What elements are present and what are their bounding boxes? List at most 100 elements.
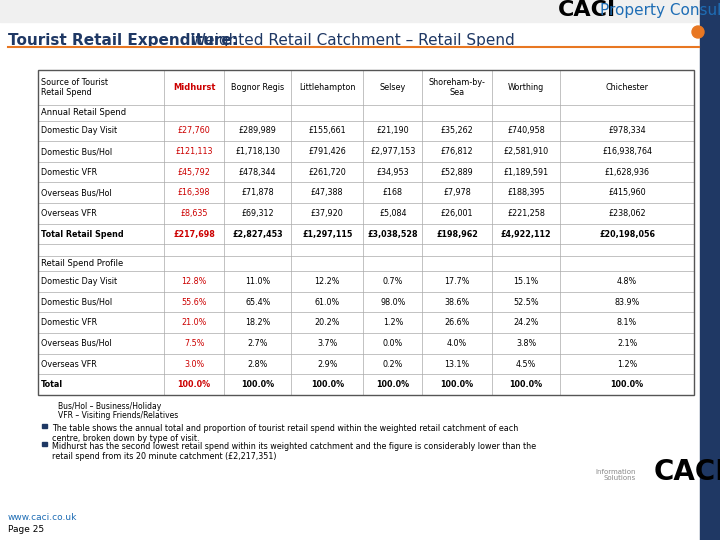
Text: £7,978: £7,978 (444, 188, 471, 197)
Text: 0.2%: 0.2% (383, 360, 403, 368)
Text: 65.4%: 65.4% (245, 298, 271, 307)
Text: £34,953: £34,953 (377, 167, 409, 177)
Text: £2,977,153: £2,977,153 (370, 147, 415, 156)
Text: Domestic Day Visit: Domestic Day Visit (41, 126, 117, 136)
Text: £26,001: £26,001 (441, 209, 474, 218)
Text: Property Consulting: Property Consulting (600, 3, 720, 17)
Text: www.caci.co.uk: www.caci.co.uk (8, 514, 77, 523)
Text: £16,398: £16,398 (178, 188, 210, 197)
Text: CACI: CACI (558, 0, 616, 20)
Text: £740,958: £740,958 (507, 126, 545, 136)
Text: Weighted Retail Catchment – Retail Spend: Weighted Retail Catchment – Retail Spend (186, 33, 515, 48)
Text: 26.6%: 26.6% (444, 318, 470, 327)
Text: 13.1%: 13.1% (444, 360, 470, 368)
Text: 2.7%: 2.7% (248, 339, 268, 348)
Text: Bus/Hol – Business/Holiday: Bus/Hol – Business/Holiday (58, 402, 161, 411)
Bar (42, 442, 47, 446)
Text: 100.0%: 100.0% (510, 380, 543, 389)
Text: 98.0%: 98.0% (380, 298, 405, 307)
Text: Page 25: Page 25 (8, 524, 44, 534)
Text: £168: £168 (383, 188, 403, 197)
Text: 18.2%: 18.2% (245, 318, 271, 327)
Text: Total Retail Spend: Total Retail Spend (41, 230, 124, 239)
Text: £155,661: £155,661 (308, 126, 346, 136)
Text: Retail Spend Profile: Retail Spend Profile (41, 259, 123, 268)
Text: 100.0%: 100.0% (178, 380, 211, 389)
Text: 0.7%: 0.7% (383, 277, 403, 286)
Text: 100.0%: 100.0% (441, 380, 474, 389)
Text: £76,812: £76,812 (441, 147, 474, 156)
Text: £69,312: £69,312 (241, 209, 274, 218)
Text: CACI: CACI (654, 458, 720, 486)
Text: £47,388: £47,388 (311, 188, 343, 197)
Text: Domestic Bus/Hol: Domestic Bus/Hol (41, 147, 112, 156)
Text: £27,760: £27,760 (178, 126, 210, 136)
Text: £121,113: £121,113 (176, 147, 213, 156)
Text: Overseas VFR: Overseas VFR (41, 360, 96, 368)
Text: £52,889: £52,889 (441, 167, 474, 177)
Text: £35,262: £35,262 (441, 126, 474, 136)
Text: 3.8%: 3.8% (516, 339, 536, 348)
Text: Domestic Day Visit: Domestic Day Visit (41, 277, 117, 286)
Text: £221,258: £221,258 (507, 209, 545, 218)
Text: Selsey: Selsey (379, 83, 406, 92)
Text: 100.0%: 100.0% (311, 380, 344, 389)
Text: £8,635: £8,635 (181, 209, 208, 218)
Text: Tourist Retail Expenditure:: Tourist Retail Expenditure: (8, 33, 238, 48)
Text: £1,718,130: £1,718,130 (235, 147, 280, 156)
Text: £5,084: £5,084 (379, 209, 407, 218)
Text: 2.9%: 2.9% (317, 360, 338, 368)
Text: Bognor Regis: Bognor Regis (231, 83, 284, 92)
Bar (42, 423, 47, 428)
Text: £2,581,910: £2,581,910 (503, 147, 549, 156)
Text: £217,698: £217,698 (174, 230, 215, 239)
Circle shape (692, 26, 704, 38)
Text: 38.6%: 38.6% (444, 298, 470, 307)
Text: £238,062: £238,062 (608, 209, 646, 218)
Text: 100.0%: 100.0% (611, 380, 644, 389)
Text: Midhurst has the second lowest retail spend within its weighted catchment and th: Midhurst has the second lowest retail sp… (52, 442, 536, 461)
Text: Littlehampton: Littlehampton (299, 83, 356, 92)
Text: £71,878: £71,878 (241, 188, 274, 197)
Text: £16,938,764: £16,938,764 (602, 147, 652, 156)
Text: Domestic VFR: Domestic VFR (41, 318, 97, 327)
Text: 4.5%: 4.5% (516, 360, 536, 368)
Text: £1,189,591: £1,189,591 (503, 167, 549, 177)
Text: 0.0%: 0.0% (383, 339, 403, 348)
Text: 4.0%: 4.0% (447, 339, 467, 348)
Text: 7.5%: 7.5% (184, 339, 204, 348)
Text: 100.0%: 100.0% (377, 380, 410, 389)
Text: 12.2%: 12.2% (315, 277, 340, 286)
Text: £478,344: £478,344 (239, 167, 276, 177)
Text: 3.7%: 3.7% (317, 339, 338, 348)
Text: £4,922,112: £4,922,112 (500, 230, 552, 239)
Text: 61.0%: 61.0% (315, 298, 340, 307)
Text: 1.2%: 1.2% (617, 360, 637, 368)
Text: Overseas Bus/Hol: Overseas Bus/Hol (41, 188, 112, 197)
Text: £37,920: £37,920 (311, 209, 343, 218)
Text: £3,038,528: £3,038,528 (368, 230, 418, 239)
Text: £198,962: £198,962 (436, 230, 478, 239)
Text: Overseas VFR: Overseas VFR (41, 209, 96, 218)
Text: Domestic VFR: Domestic VFR (41, 167, 97, 177)
Text: 21.0%: 21.0% (181, 318, 207, 327)
Text: Domestic Bus/Hol: Domestic Bus/Hol (41, 298, 112, 307)
Text: £261,720: £261,720 (308, 167, 346, 177)
Text: 12.8%: 12.8% (181, 277, 207, 286)
Text: £415,960: £415,960 (608, 188, 646, 197)
Text: Chichester: Chichester (606, 83, 649, 92)
Text: 83.9%: 83.9% (614, 298, 640, 307)
Text: 2.1%: 2.1% (617, 339, 637, 348)
Bar (0, 0, 720, 22)
Text: 3.0%: 3.0% (184, 360, 204, 368)
Text: Total: Total (41, 380, 63, 389)
Text: £188,395: £188,395 (508, 188, 545, 197)
Text: 24.2%: 24.2% (513, 318, 539, 327)
Text: Shoreham-by-
Sea: Shoreham-by- Sea (428, 78, 485, 97)
Text: Overseas Bus/Hol: Overseas Bus/Hol (41, 339, 112, 348)
Text: Solutions: Solutions (604, 475, 636, 481)
Text: £21,190: £21,190 (377, 126, 409, 136)
Text: £45,792: £45,792 (178, 167, 210, 177)
Text: £289,989: £289,989 (239, 126, 276, 136)
Text: 1.2%: 1.2% (383, 318, 403, 327)
